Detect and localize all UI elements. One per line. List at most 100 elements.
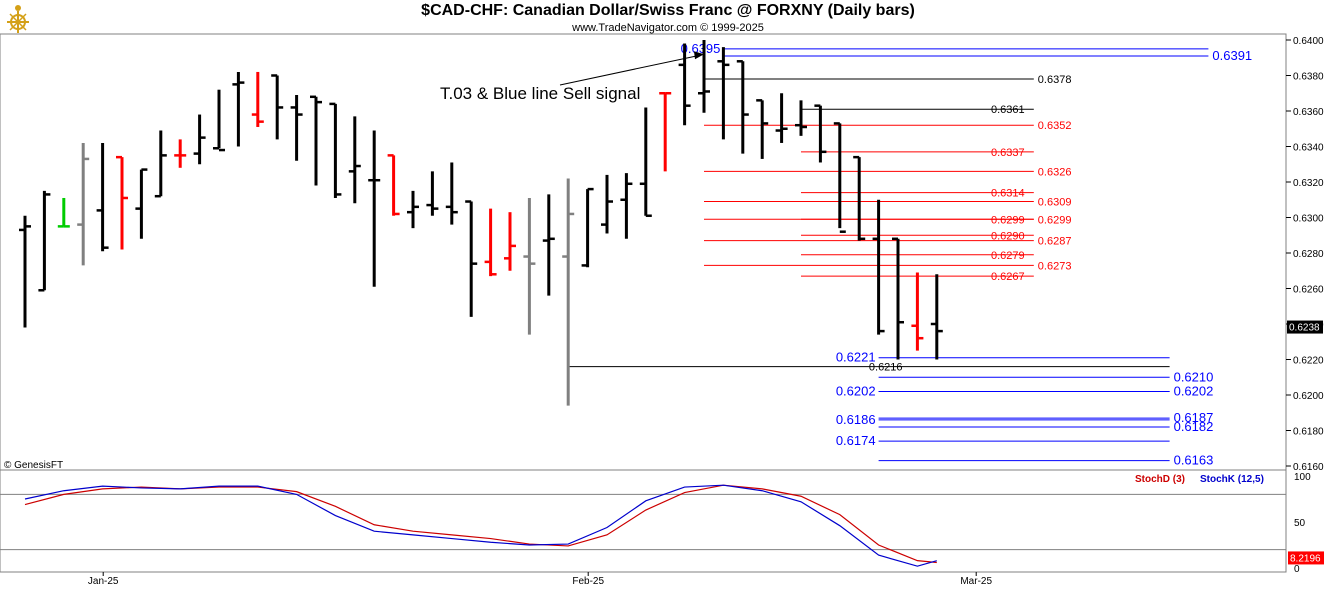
x-tick-label: Mar-25 (960, 576, 992, 587)
ohlc-bar (911, 272, 924, 351)
ohlc-bar (523, 197, 536, 335)
stoch-y-tick-label: 0 (1294, 564, 1300, 575)
copyright-text: © GenesisFT (4, 460, 63, 471)
y-tick-label: 0.6300 (1293, 214, 1324, 225)
level-label: 0.6210 (1174, 369, 1214, 384)
level-label: 0.6290 (991, 230, 1025, 242)
stoch-series-line (24, 484, 937, 567)
x-tick-label: Feb-25 (572, 576, 604, 587)
ohlc-bar (116, 155, 128, 250)
level-label: 0.6174 (836, 433, 876, 448)
ohlc-bar (135, 168, 148, 239)
ohlc-bar (329, 102, 342, 198)
stoch-y-tick-label: 50 (1294, 518, 1306, 529)
level-label: 0.6221 (836, 350, 876, 365)
ohlc-bar (19, 215, 31, 328)
level-label: 0.6279 (991, 250, 1025, 262)
stoch-last-value-marker (1288, 551, 1324, 565)
gold-ship-wheel-icon (7, 5, 29, 33)
chart-title: $CAD-CHF: Canadian Dollar/Swiss Franc @ … (421, 2, 915, 19)
ohlc-bar (542, 194, 555, 296)
y-tick-label: 0.6400 (1293, 36, 1324, 47)
level-label: 0.6314 (991, 188, 1025, 200)
annotation-arrow-head (694, 51, 704, 60)
price-panel-frame (0, 33, 1287, 471)
level-label: 0.6163 (1174, 453, 1214, 468)
level-label: 0.6182 (1174, 419, 1214, 434)
ohlc-bar (601, 174, 613, 234)
ohlc-bar (271, 74, 284, 140)
ohlc-bar (872, 199, 885, 335)
level-label: 0.6216 (869, 362, 903, 374)
price-y-axis: 0.6400 0.6380 0.6360 0.6340 0.6320 0.6300 0.62… (1286, 36, 1324, 473)
ohlc-bar (795, 100, 807, 136)
ohlc-bar (193, 114, 206, 165)
stoch-panel-frame (0, 469, 1287, 573)
level-label: 0.6202 (1174, 383, 1214, 398)
ohlc-bar (581, 187, 594, 268)
ohlc-bar (930, 274, 943, 360)
level-label: 0.6337 (991, 147, 1025, 159)
ohlc-bar (678, 43, 691, 126)
level-label: 0.6326 (1038, 166, 1072, 178)
ohlc-bar (445, 162, 458, 225)
ohlc-bar (368, 130, 381, 287)
ohlc-bar (484, 208, 497, 277)
level-label: 0.6267 (991, 271, 1025, 283)
ohlc-bar (698, 40, 710, 113)
level-label: 0.6352 (1038, 120, 1072, 132)
last-price-label: 0.6238 (1289, 323, 1320, 334)
ohlc-bar (290, 95, 303, 161)
ohlc-bar (892, 237, 904, 360)
ohlc-bar (426, 171, 439, 216)
level-label: 0.6391 (1212, 48, 1252, 63)
ohlc-bar (736, 60, 749, 154)
y-tick-label: 0.6360 (1293, 107, 1324, 118)
stoch-series-line (24, 484, 937, 564)
level-label: 0.6378 (1038, 74, 1072, 86)
y-tick-label: 0.6260 (1293, 285, 1324, 296)
level-label: 0.6299 (1038, 214, 1072, 226)
level-label: 0.6309 (1038, 197, 1072, 209)
annotation: T.03 & Blue line Sell signal (440, 51, 704, 103)
level-label: 0.6299 (991, 214, 1025, 226)
price-levels: 0.6395 0.6391 0.6378 0.6361 0.6352 0.6337 0.63… (568, 41, 1252, 468)
annotation-arrow-line (559, 54, 701, 86)
ohlc-bar (853, 155, 866, 241)
ohlc-bar (659, 92, 672, 172)
ohlc-bar (620, 173, 633, 239)
ohlc-bar (348, 116, 361, 204)
ohlc-bar (154, 130, 167, 198)
ohlc-bar (251, 71, 264, 127)
y-tick-label: 0.6340 (1293, 143, 1324, 154)
stochastic-panel: 100 50 0 StochD (3) StochK (12,5) 8.2196 (0, 472, 1324, 575)
y-tick-label: 0.6320 (1293, 178, 1324, 189)
last-price-marker (1287, 320, 1323, 334)
x-tick-label: Jan-25 (88, 576, 119, 587)
chart-subtitle: www.TradeNavigator.com © 1999-2025 (572, 22, 764, 34)
ohlc-bar (775, 93, 788, 143)
level-label: 0.6202 (836, 383, 876, 398)
stoch-legend-entry: StochD (3) (1135, 474, 1185, 485)
ohlc-bar (310, 95, 322, 186)
stoch-y-tick-label: 100 (1294, 472, 1311, 483)
y-tick-label: 0.6380 (1293, 72, 1324, 83)
ohlc-bar (504, 212, 516, 271)
stoch-last-value-label: 8.2196 (1290, 553, 1321, 564)
y-tick-label: 0.6180 (1293, 427, 1324, 438)
ohlc-bar (833, 122, 846, 233)
level-label: 0.6287 (1038, 236, 1072, 248)
level-label: 0.6186 (836, 412, 876, 427)
ohlc-bar (96, 142, 109, 252)
ohlc-bar (756, 99, 769, 159)
level-label: 0.6361 (991, 104, 1025, 116)
ohlc-bar (407, 190, 419, 229)
ohlc-bar (639, 107, 652, 217)
ohlc-bar (562, 178, 575, 406)
price-bars (19, 40, 943, 406)
level-label: 0.6187 (1174, 410, 1214, 425)
y-tick-label: 0.6220 (1293, 356, 1324, 367)
ohlc-bar (717, 47, 730, 140)
ohlc-bar (213, 89, 225, 152)
